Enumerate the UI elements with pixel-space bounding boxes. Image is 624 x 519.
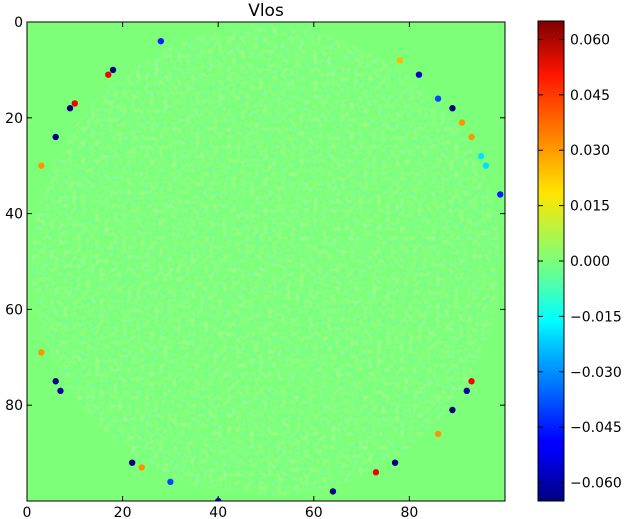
colorbar-tick-label: −0.060: [570, 476, 622, 492]
x-tick-label: 20: [114, 505, 132, 519]
chart-title: Vlos: [248, 1, 284, 21]
rim-point: [52, 378, 59, 385]
rim-point: [482, 162, 490, 169]
x-tick-label: 40: [209, 505, 227, 519]
colorbar-tick-label: −0.030: [570, 365, 622, 381]
rim-point: [57, 387, 64, 395]
rim-point: [167, 478, 174, 486]
colorbar-tick-label: 0.060: [570, 32, 610, 48]
x-axis: 0 20 40 60 80: [23, 22, 418, 519]
colorbar-tick-label: −0.015: [570, 309, 622, 325]
rim-point: [138, 464, 145, 471]
colorbar-tick-label: 0.030: [570, 143, 610, 159]
rim-point: [415, 71, 423, 78]
rim-point: [497, 191, 504, 198]
rim-point: [329, 488, 337, 495]
plot-frame: [26, 21, 506, 502]
rim-point: [71, 100, 79, 107]
rim-point: [477, 152, 485, 160]
colorbar-tick-label: 0.015: [570, 199, 610, 215]
x-tick-label: 60: [305, 505, 323, 519]
rim-point: [66, 105, 74, 112]
rim-point: [434, 430, 442, 438]
rim-points: [38, 37, 504, 501]
y-tick-label: 80: [5, 398, 23, 414]
rim-point: [468, 378, 475, 385]
rim-point: [449, 105, 456, 112]
colorbar-tick-label: −0.045: [570, 420, 622, 436]
rim-point: [449, 406, 456, 414]
x-tick-label: 0: [23, 505, 32, 519]
rim-point: [391, 459, 399, 466]
rim-point: [105, 71, 112, 78]
y-tick-label: 0: [14, 15, 23, 31]
colorbar-ticks: 0.060 0.045 0.030 0.015 0.000 −0.015 −0.030 −0.…: [538, 32, 622, 492]
rim-point: [372, 469, 380, 476]
colorbar-tick-label: 0.000: [570, 254, 610, 270]
rim-point: [434, 95, 442, 102]
rim-point: [396, 57, 404, 64]
rim-point: [463, 387, 470, 395]
rim-point: [38, 349, 45, 356]
rim-point: [468, 133, 475, 141]
x-tick-label: 80: [400, 505, 418, 519]
colorbar-tick-label: 0.045: [570, 88, 610, 104]
rim-point: [157, 37, 165, 45]
y-tick-label: 20: [5, 111, 23, 127]
y-tick-label: 60: [5, 302, 23, 318]
y-tick-label: 40: [5, 207, 23, 223]
rim-point: [38, 162, 45, 169]
heatmap-disk-texture: [31, 27, 501, 496]
rim-point: [458, 119, 466, 126]
y-axis: 0 20 40 60 80: [5, 15, 505, 414]
rim-point: [52, 133, 59, 141]
rim-point: [128, 459, 136, 466]
rim-point: [109, 66, 117, 74]
colorbar: 0.060 0.045 0.030 0.015 0.000 −0.015 −0.030 −0.…: [537, 20, 622, 502]
heatmap-plot: 0 20 40 60 80 0 20 40 60 80: [5, 15, 506, 519]
